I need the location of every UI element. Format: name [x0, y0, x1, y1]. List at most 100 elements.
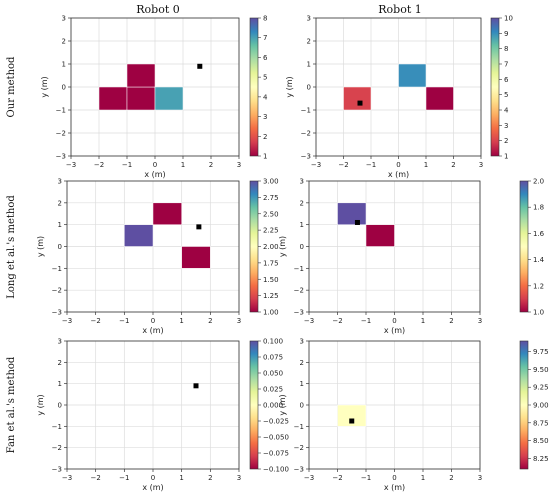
colorbar-tick-label: −0.025 — [263, 418, 289, 426]
colorbar-tick-label: 1.6 — [533, 230, 545, 238]
y-axis-label: y (m) — [40, 76, 49, 97]
colorbar-tick-label: 1.2 — [533, 282, 544, 290]
colorbar-tick-label: 2.00 — [263, 243, 279, 251]
x-tick-label: −2 — [91, 474, 101, 482]
x-tick-label: 3 — [479, 161, 483, 169]
colorbar-tick-label: 1.25 — [263, 292, 279, 300]
y-tick-label: 3 — [300, 338, 304, 346]
x-tick-label: 0 — [153, 161, 157, 169]
colorbar-tick-label: 0.050 — [263, 370, 283, 378]
x-tick-label: −3 — [304, 317, 314, 325]
heatmap-cell — [126, 63, 156, 88]
colorbar-tick-label: 5 — [504, 91, 508, 99]
y-tick-label: −3 — [294, 466, 304, 474]
colorbar-tick-label: 9.50 — [533, 366, 549, 374]
robot-marker — [196, 224, 202, 230]
y-tick-label: −1 — [294, 423, 304, 431]
y-tick-label: 3 — [307, 15, 311, 23]
y-axis-label: y (m) — [278, 236, 287, 257]
y-tick-label: 2 — [300, 359, 304, 367]
y-tick-label: 3 — [300, 178, 304, 186]
y-tick-label: −2 — [294, 444, 304, 452]
x-tick-label: −3 — [62, 317, 72, 325]
y-tick-label: 1 — [62, 61, 66, 69]
x-tick-label: −3 — [311, 161, 321, 169]
y-tick-label: 2 — [62, 38, 66, 46]
x-tick-label: −1 — [361, 317, 371, 325]
x-tick-label: −3 — [66, 161, 76, 169]
colorbar-tick-label: −0.075 — [263, 450, 289, 458]
panel-3: −3 −2 −1 0 1 2 3 −3 −2 −1 0 1 2 3 x (m) y (m) 1.0 1.2 1.4 1… — [278, 178, 545, 336]
colorbar-tick-label: 1.0 — [533, 309, 544, 317]
y-tick-label: 1 — [58, 380, 62, 388]
x-tick-label: 2 — [449, 317, 453, 325]
colorbar — [519, 180, 529, 313]
colorbar-tick-label: 1.8 — [533, 204, 544, 212]
panel-5: −3 −2 −1 0 1 2 3 −3 −2 −1 0 1 2 3 x (m) y (m) 8.25 8.50 8.… — [278, 338, 549, 492]
x-tick-label: 2 — [209, 161, 213, 169]
x-tick-label: 2 — [449, 474, 453, 482]
x-tick-label: −2 — [332, 317, 342, 325]
y-tick-label: −3 — [56, 153, 66, 161]
x-axis-label: x (m) — [142, 326, 163, 335]
colorbar-tick-label: −0.100 — [263, 466, 289, 474]
y-tick-label: −1 — [56, 107, 66, 115]
y-tick-label: 0 — [307, 84, 311, 92]
robot-marker — [193, 383, 199, 389]
x-axis-label: x (m) — [384, 483, 405, 492]
x-tick-label: −1 — [122, 161, 132, 169]
colorbar-tick-label: 1 — [263, 153, 267, 161]
colorbar-tick-label: 0.025 — [263, 386, 283, 394]
x-tick-label: 0 — [151, 317, 155, 325]
row-title-our-method: Our method — [6, 56, 17, 117]
y-tick-label: −2 — [52, 444, 62, 452]
colorbar — [519, 340, 529, 470]
colorbar-tick-label: 2.75 — [263, 194, 279, 202]
colorbar-tick-label: 1.4 — [533, 256, 545, 264]
colorbar-tick-label: 10 — [504, 15, 513, 23]
y-tick-label: 2 — [307, 38, 311, 46]
colorbar-tick-label: 0.000 — [263, 402, 283, 410]
x-tick-label: 0 — [392, 317, 396, 325]
x-tick-label: 1 — [181, 161, 185, 169]
x-tick-label: −2 — [338, 161, 348, 169]
colorbar-tick-label: 9.00 — [533, 402, 549, 410]
x-axis-label: x (m) — [144, 170, 165, 179]
panel-0: −3 −2 −1 0 1 2 3 −3 −2 −1 0 1 2 3 x (m) y (m) 1 2 3 4 5 6 7 8 — [40, 15, 268, 180]
y-tick-label: −1 — [294, 265, 304, 273]
x-tick-label: 0 — [392, 474, 396, 482]
colorbar-tick-label: 9.25 — [533, 384, 549, 392]
y-tick-label: −2 — [56, 130, 66, 138]
colorbar-tick-label: 4 — [504, 107, 509, 115]
y-tick-label: 3 — [58, 178, 62, 186]
x-tick-label: 1 — [424, 161, 428, 169]
heatmap-cell — [343, 86, 372, 111]
x-tick-label: 3 — [478, 474, 482, 482]
x-tick-label: 1 — [179, 474, 183, 482]
y-tick-label: 0 — [300, 243, 304, 251]
x-tick-label: −3 — [304, 474, 314, 482]
colorbar — [249, 180, 259, 313]
robot-marker — [354, 219, 360, 225]
y-tick-label: −3 — [294, 309, 304, 317]
x-tick-label: −2 — [91, 317, 101, 325]
colorbar-tick-label: 1 — [504, 153, 508, 161]
y-axis-label: y (m) — [36, 236, 45, 257]
colorbar-tick-label: 6 — [504, 76, 509, 84]
heatmap-cell — [337, 404, 367, 427]
x-axis-label: x (m) — [384, 326, 405, 335]
y-tick-label: 0 — [62, 84, 66, 92]
y-tick-label: −2 — [52, 287, 62, 295]
y-tick-label: 3 — [62, 15, 66, 23]
heatmap-cell — [124, 224, 154, 247]
colorbar-tick-label: 3 — [504, 122, 508, 130]
y-tick-label: −1 — [52, 265, 62, 273]
heatmap-cell — [398, 63, 427, 88]
robot-marker — [357, 100, 363, 106]
y-tick-label: 0 — [300, 402, 304, 410]
colorbar — [249, 17, 259, 157]
row-title-fan-method: Fan et al.'s method — [6, 356, 17, 453]
heatmap-cell — [181, 246, 211, 269]
x-tick-label: 2 — [208, 317, 212, 325]
